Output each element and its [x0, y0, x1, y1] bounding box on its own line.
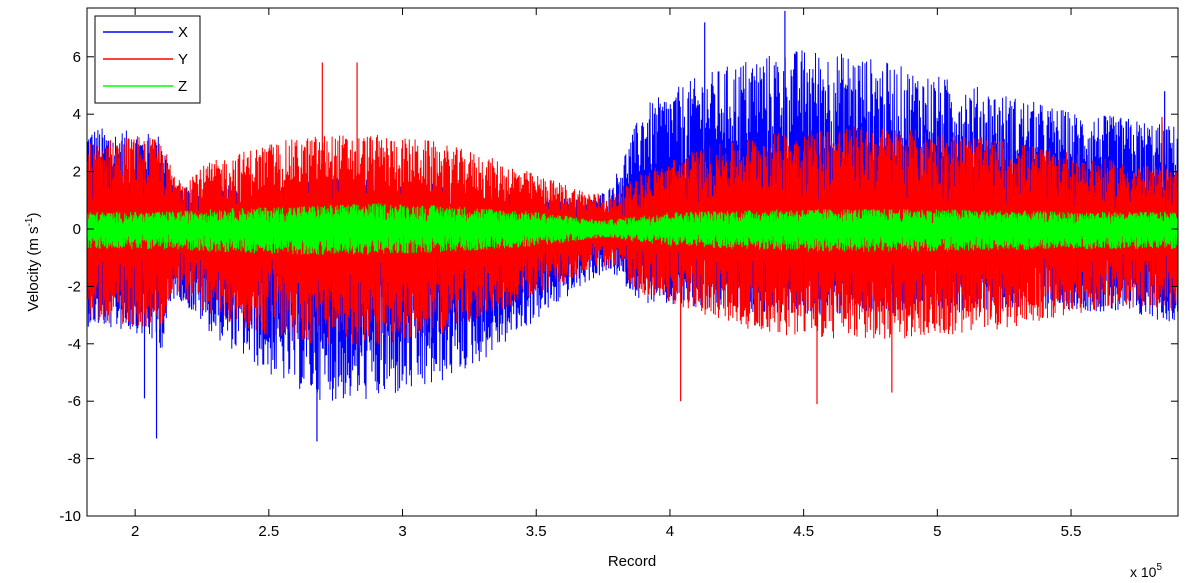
y-tick-label: -8 — [68, 451, 81, 468]
y-axis-label: Velocity (m s-1) — [24, 213, 42, 312]
y-tick-label: -6 — [68, 393, 81, 410]
x-axis-label: Record — [608, 553, 656, 570]
x-tick-label: 4.5 — [793, 523, 814, 540]
y-axis-label-text: Velocity (m s — [25, 226, 42, 311]
legend: XYZ — [94, 15, 201, 104]
series-z-line — [87, 203, 1178, 255]
x-axis-exponent: x 105 — [1130, 562, 1162, 580]
y-tick-label: -4 — [68, 336, 81, 353]
x-tick-label: 5 — [933, 523, 941, 540]
x-tick-label: 2 — [131, 523, 139, 540]
x-axis-exponent-power: 5 — [1156, 562, 1162, 573]
legend-label: X — [178, 24, 188, 41]
series-layer — [87, 10, 1178, 442]
y-axis-label-close: ) — [25, 213, 42, 218]
plot-frame — [86, 7, 1179, 517]
x-tick-label: 2.5 — [258, 523, 279, 540]
y-tick-label: 6 — [73, 49, 81, 66]
ticks-layer: 2 2.5 3 3.5 4 4.5 5 5.5 6 4 2 0 -2 -4 -6 -8 -10 — [59, 8, 1178, 540]
y-tick-label: -2 — [68, 278, 81, 295]
legend-label: Y — [178, 51, 188, 68]
legend-label: Z — [178, 78, 187, 95]
x-tick-label: 3 — [398, 523, 406, 540]
y-tick-label: 4 — [73, 106, 81, 123]
y-tick-label: 0 — [73, 221, 81, 238]
y-axis-label-superscript: -1 — [24, 217, 35, 226]
x-tick-label: 3.5 — [526, 523, 547, 540]
y-tick-label: 2 — [73, 164, 81, 181]
x-axis-exponent-base: x 10 — [1130, 564, 1157, 580]
x-tick-label: 5.5 — [1061, 523, 1082, 540]
x-tick-label: 4 — [666, 523, 674, 540]
y-tick-label: -10 — [59, 508, 81, 525]
